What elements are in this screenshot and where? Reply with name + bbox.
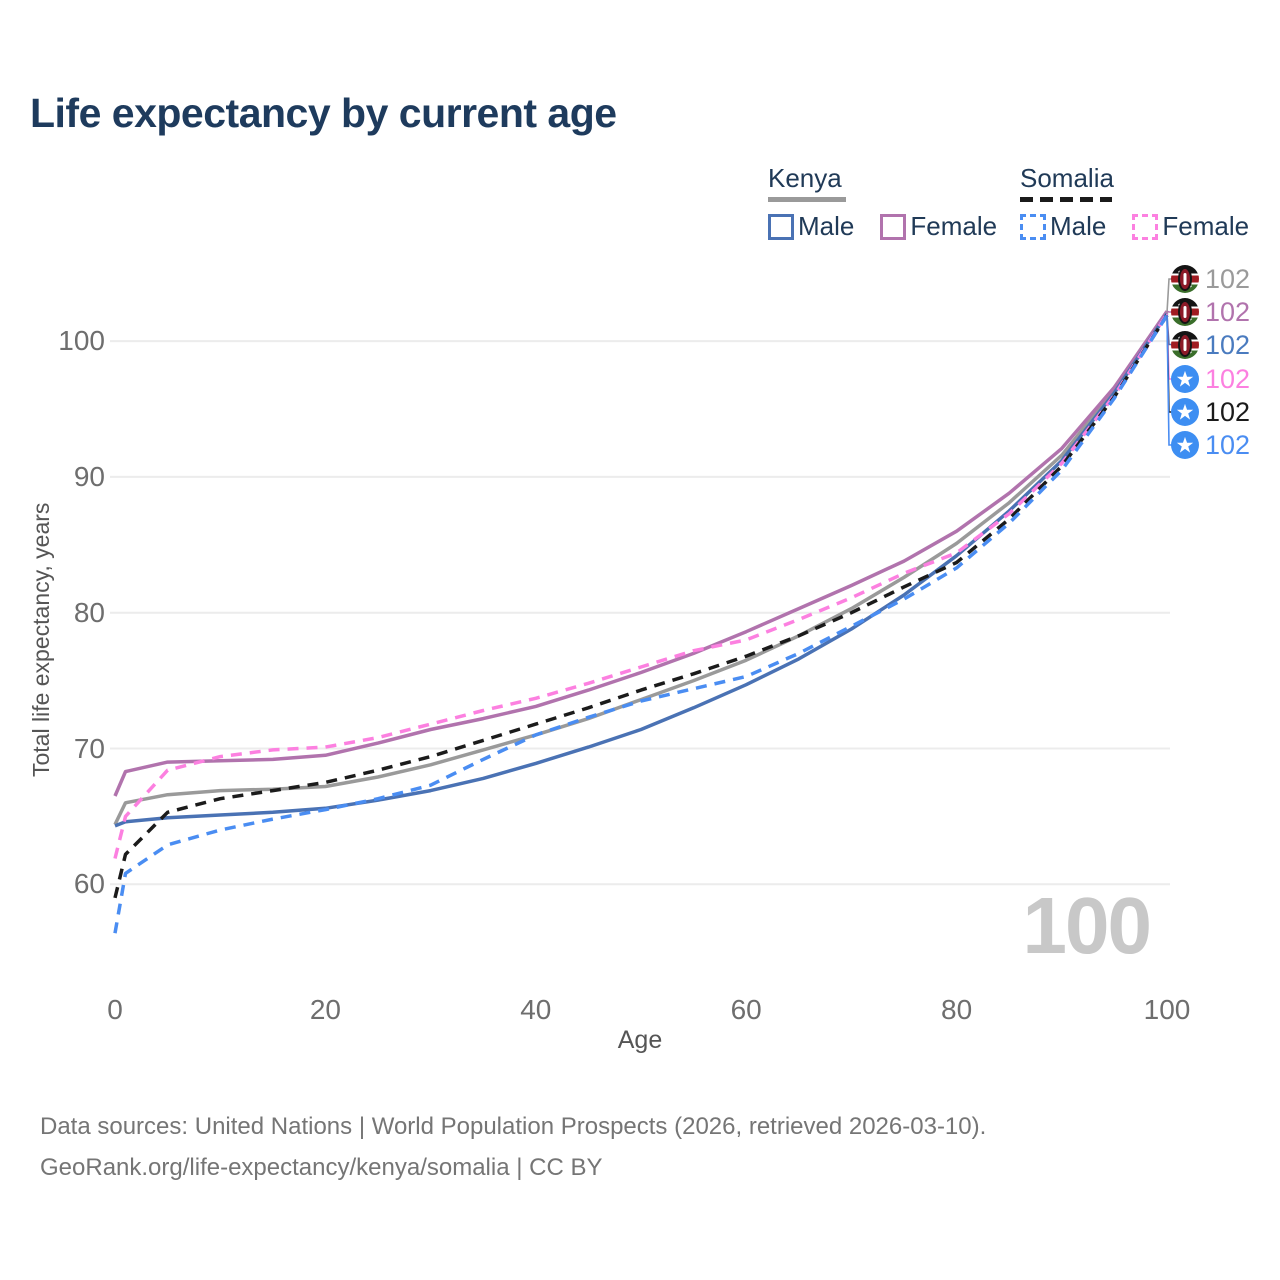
series-line-kenya-male — [114, 312, 1169, 828]
x-tick-label-0: 0 — [107, 994, 123, 1025]
legend-item-kenya-female[interactable]: Female — [880, 211, 997, 242]
legend-item-somalia-male[interactable]: Male — [1020, 211, 1106, 242]
kenya-flag-icon — [1171, 265, 1199, 293]
legend-item-kenya-male-label: Male — [798, 211, 855, 241]
legend-item-somalia-female-label: Female — [1162, 211, 1250, 241]
kenya-female-swatch-icon — [880, 213, 907, 240]
legend-kenya-title[interactable]: Kenya — [768, 163, 997, 202]
x-tick-label-20: 20 — [309, 994, 341, 1025]
footer: Data sources: United Nations | World Pop… — [40, 1106, 986, 1188]
page-title: Life expectancy by current age — [30, 90, 617, 136]
legend-item-somalia-female[interactable]: Female — [1132, 211, 1249, 242]
legend-item-somalia-male-label: Male — [1050, 211, 1107, 241]
x-tick-label-80: 80 — [941, 994, 973, 1025]
y-tick-label-80: 80 — [73, 596, 105, 628]
footer-data-sources: Data sources: United Nations | World Pop… — [40, 1113, 987, 1140]
kenya-flag-icon — [1171, 298, 1199, 326]
kenya-male-swatch-icon — [768, 213, 794, 240]
legend-somalia-title[interactable]: Somalia — [1020, 163, 1249, 202]
y-axis-title: Total life expectancy, years — [28, 502, 54, 778]
kenya-flag-icon — [1171, 331, 1199, 359]
legend-kenya-underline — [768, 197, 846, 202]
y-tick-label-90: 90 — [73, 460, 105, 492]
x-tick-label-60: 60 — [730, 994, 762, 1025]
end-label-somalia-female: 102 — [1171, 364, 1250, 394]
y-tick-label-70: 70 — [73, 732, 105, 764]
end-label-kenya-total: 102 — [1171, 264, 1250, 294]
legend-kenya-items: Male Female — [768, 211, 997, 242]
somalia-male-swatch-icon — [1020, 213, 1046, 240]
end-label-value: 102 — [1205, 263, 1251, 294]
series-line-kenya-both — [113, 311, 1169, 826]
somalia-flag-icon — [1171, 431, 1199, 459]
x-tick-label-100: 100 — [1143, 994, 1191, 1025]
end-label-somalia-male: 102 — [1171, 430, 1250, 460]
end-label-kenya-male: 102 — [1171, 330, 1250, 360]
series-line-kenya-female — [113, 310, 1169, 797]
legend-kenya-title-label: Kenya — [768, 163, 842, 193]
legend-somalia-underline — [1020, 197, 1112, 202]
series-line-somalia-female — [113, 312, 1169, 859]
legend-item-kenya-male[interactable]: Male — [768, 211, 854, 242]
somalia-female-swatch-icon — [1132, 213, 1159, 240]
end-label-value: 102 — [1205, 429, 1251, 460]
legend-somalia-items: Male Female — [1020, 211, 1249, 242]
end-label-value: 102 — [1205, 329, 1251, 360]
legend-item-kenya-female-label: Female — [910, 211, 998, 241]
y-tick-label-100: 100 — [58, 325, 105, 357]
legend-group-somalia: Somalia Male Female — [1020, 163, 1249, 242]
legend-group-kenya: Kenya Male Female — [768, 163, 997, 242]
end-label-value: 102 — [1205, 396, 1251, 427]
current-age-watermark: 100 — [1022, 881, 1152, 970]
x-axis-title: Age — [617, 1026, 663, 1054]
series-line-somalia-male — [113, 314, 1169, 934]
end-label-value: 102 — [1205, 296, 1251, 327]
y-tick-label-60: 60 — [73, 868, 105, 900]
x-tick-label-40: 40 — [520, 994, 552, 1025]
footer-attribution: GeoRank.org/life-expectancy/kenya/somali… — [40, 1154, 603, 1181]
series-line-somalia-both — [113, 314, 1169, 899]
somalia-flag-icon — [1171, 398, 1199, 426]
somalia-flag-icon — [1171, 365, 1199, 393]
end-label-somalia-total: 102 — [1171, 397, 1250, 427]
legend-somalia-title-label: Somalia — [1020, 163, 1114, 193]
end-label-value: 102 — [1205, 363, 1251, 394]
end-label-kenya-female: 102 — [1171, 297, 1250, 327]
